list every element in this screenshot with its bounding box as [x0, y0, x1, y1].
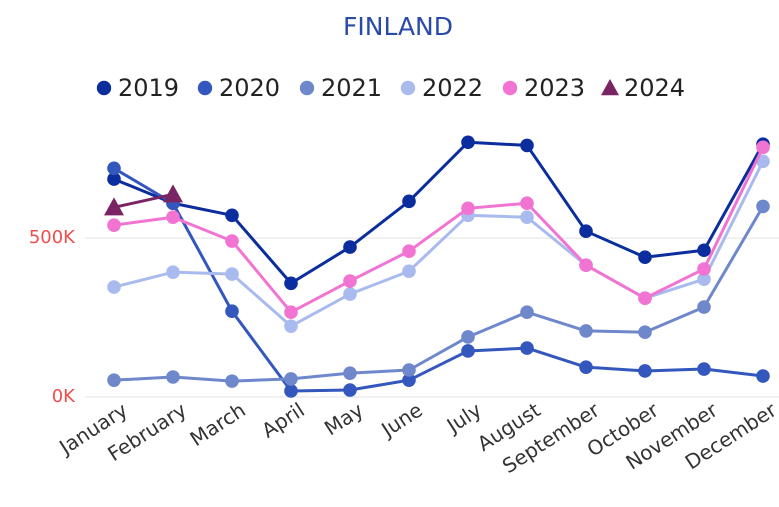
series-line [113, 205, 765, 383]
x-tick-label: April [257, 398, 308, 443]
series-line [113, 192, 174, 209]
series-line [113, 140, 765, 285]
legend-label: 2022 [422, 74, 483, 102]
data-point [697, 262, 711, 276]
legend-label: 2023 [524, 74, 585, 102]
data-point [520, 210, 534, 225]
data-point [756, 140, 770, 155]
data-point [697, 243, 711, 258]
data-point [343, 383, 357, 397]
data-point [166, 210, 180, 225]
data-point [638, 325, 652, 340]
data-point [402, 244, 416, 258]
data-point [402, 264, 416, 279]
data-point [225, 374, 239, 388]
data-point [579, 258, 593, 272]
data-point [402, 373, 416, 387]
data-point [638, 250, 652, 265]
data-point [461, 201, 475, 216]
legend-marker [400, 80, 416, 96]
data-point [461, 135, 475, 150]
data-point [343, 274, 357, 288]
data-point [579, 360, 593, 374]
data-point [402, 194, 416, 209]
y-tick-label: 0K [52, 386, 76, 407]
data-point [107, 218, 121, 232]
legend-marker [299, 80, 315, 96]
data-point [343, 366, 357, 380]
data-point [402, 363, 416, 377]
legend-label: 2024 [624, 74, 685, 102]
legend-label: 2021 [321, 74, 382, 102]
data-point [697, 272, 711, 286]
legend-label: 2019 [118, 74, 179, 102]
series-line [113, 160, 765, 328]
data-point [166, 265, 180, 279]
legend-marker [96, 80, 112, 96]
data-point [697, 362, 711, 376]
data-point [520, 138, 534, 153]
data-point [579, 324, 593, 338]
y-tick-label: 500K [29, 227, 76, 248]
data-point [520, 305, 534, 319]
data-point [520, 341, 534, 355]
legend-marker [502, 80, 518, 96]
data-point [638, 291, 652, 306]
data-point [225, 208, 239, 223]
data-point [579, 224, 593, 238]
data-point [107, 172, 121, 186]
data-point [343, 287, 357, 301]
data-point [461, 344, 475, 358]
data-point [104, 197, 124, 216]
data-point [163, 184, 183, 203]
data-point [225, 234, 239, 248]
data-point [107, 280, 121, 294]
data-point [225, 267, 239, 281]
legend-label: 2020 [219, 74, 280, 102]
legend-marker [197, 80, 213, 96]
data-point [756, 154, 770, 169]
data-point [284, 319, 298, 333]
data-point [520, 196, 534, 211]
series-line [113, 167, 764, 393]
data-point [697, 300, 711, 314]
data-point [225, 304, 239, 319]
data-point [756, 369, 770, 383]
data-point [461, 330, 475, 344]
data-point [638, 364, 652, 378]
data-point [284, 276, 298, 291]
data-point [284, 305, 298, 319]
x-tick-label: March [186, 398, 250, 451]
data-point [166, 370, 180, 384]
data-point [756, 199, 770, 214]
data-point [107, 373, 121, 387]
x-tick-label: May [320, 398, 368, 441]
x-tick-label: June [375, 398, 426, 443]
data-point [107, 161, 121, 176]
chart-title: FINLAND [343, 12, 453, 41]
data-point [343, 240, 357, 254]
series-line [113, 146, 765, 314]
data-point [284, 372, 298, 386]
data-point [284, 384, 298, 398]
legend-marker [601, 79, 619, 96]
